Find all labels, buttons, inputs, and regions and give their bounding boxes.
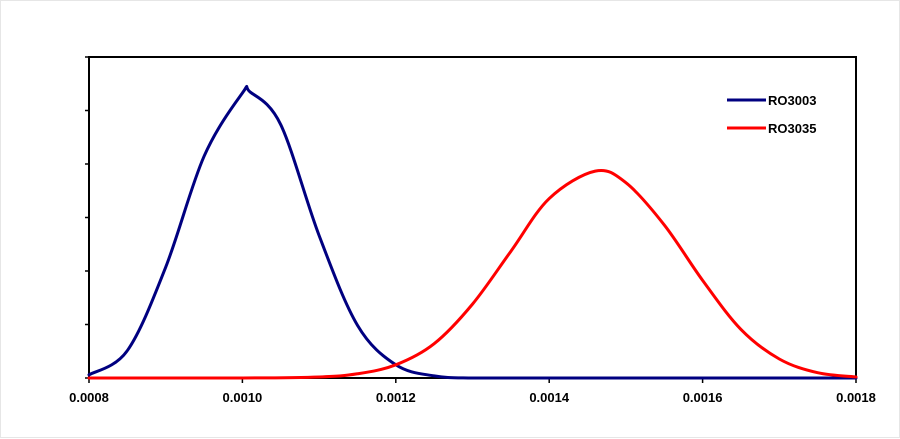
x-tick-label: 0.0016 [683, 390, 723, 405]
x-tick-label: 0.0018 [836, 390, 876, 405]
legend-label-ro3003: RO3003 [768, 93, 816, 108]
series-line-ro3003 [87, 84, 858, 380]
series-line-ro3035 [87, 168, 858, 380]
series-layer [87, 84, 858, 380]
legend-label-ro3035: RO3035 [768, 121, 816, 136]
plot-area [88, 56, 857, 379]
x-tick-label: 0.0008 [69, 390, 109, 405]
x-tick-label: 0.0010 [223, 390, 263, 405]
x-tick-label: 0.0012 [376, 390, 416, 405]
x-tick-label: 0.0014 [529, 390, 570, 405]
x-axis-ticks: 0.0008 0.0010 0.0012 0.0014 0.0016 0.0018 [69, 378, 876, 405]
legend: RO3003 RO3035 [727, 93, 816, 136]
